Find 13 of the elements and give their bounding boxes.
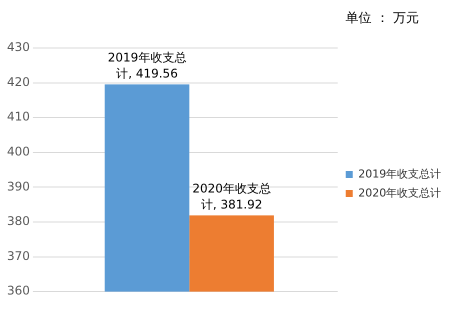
text: 单位 ： 万元 — [346, 10, 419, 26]
y-tick-label: 390 — [7, 179, 30, 194]
data-label: 2020年收支总计, 381.92 — [192, 181, 271, 212]
y-tick-label: 380 — [7, 214, 30, 228]
legend-label: 2020年收支总计 — [358, 186, 442, 200]
legend-label: 2019年收支总计 — [358, 167, 442, 180]
y-tick-label: 360 — [7, 284, 30, 298]
y-tick-label: 420 — [7, 74, 30, 89]
y-tick-label: 370 — [7, 248, 30, 263]
y-tick-label: 430 — [7, 40, 30, 54]
y-tick-label: 400 — [7, 144, 30, 159]
data-label: 2019年收支总计, 419.56 — [108, 50, 186, 80]
y-tick-label: 410 — [7, 110, 30, 124]
